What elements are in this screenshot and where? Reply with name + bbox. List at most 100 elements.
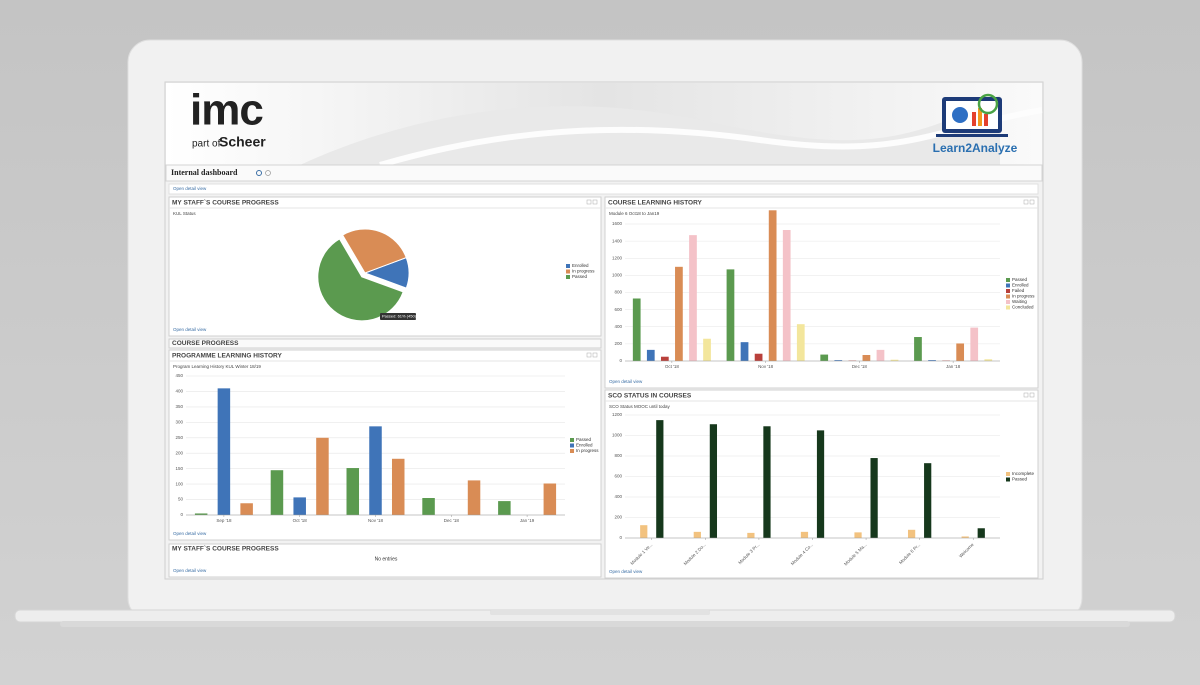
x-tick-label: Nov '18	[368, 518, 384, 523]
legend-swatch	[1006, 278, 1010, 282]
bar	[675, 266, 683, 361]
bar	[768, 210, 777, 361]
x-tick-label: Dec '18	[444, 518, 460, 523]
bar	[346, 468, 360, 515]
panel-icon[interactable]	[592, 199, 598, 205]
chart-subtitle: Program Learning History KUL Winter 18/1…	[173, 364, 261, 369]
logo-tagline: part of	[192, 139, 221, 150]
dashboard-bar	[165, 164, 1043, 182]
legend-swatch	[1006, 305, 1010, 310]
bar	[796, 324, 805, 361]
y-tick-label: 150	[175, 466, 183, 471]
x-tick-label: Jan '19	[520, 518, 535, 523]
bar	[646, 349, 655, 361]
pie-slice	[317, 238, 404, 322]
legend-label: Incomplete	[1012, 471, 1035, 476]
bar	[924, 463, 932, 538]
laptop-base-shadow	[60, 621, 1130, 627]
panel-title: SCO STATUS IN COURSES	[608, 393, 692, 400]
detail-link[interactable]: Open detail view	[173, 531, 207, 536]
bar	[316, 437, 329, 515]
bar	[194, 513, 208, 515]
y-tick-label: 100	[175, 481, 183, 486]
y-tick-label: 450	[175, 373, 183, 378]
legend-label: Passed	[576, 437, 592, 442]
panel	[168, 543, 602, 578]
chart-subtitle: Module 6 Oct18 to Jan19	[609, 211, 660, 216]
bar	[467, 480, 481, 515]
y-tick-label: 400	[614, 494, 622, 499]
bar	[876, 349, 885, 361]
bar	[820, 354, 829, 361]
y-tick-label: 200	[614, 341, 622, 346]
logo-company: Scheer	[219, 134, 266, 150]
legend-swatch	[570, 443, 574, 448]
y-tick-label: 0	[619, 358, 622, 363]
bar	[854, 532, 862, 538]
bar	[763, 426, 771, 538]
y-tick-label: 400	[175, 389, 183, 394]
legend-swatch	[1006, 294, 1010, 299]
legend-label: Failed	[1012, 288, 1025, 293]
y-tick-label: 0	[619, 535, 622, 540]
legend-label: Enrolled	[572, 263, 589, 268]
x-tick-label: Nov '18	[758, 364, 774, 369]
bar	[816, 430, 825, 538]
bar	[703, 338, 711, 361]
y-tick-label: 600	[614, 307, 622, 312]
legend-label: In progress	[1012, 294, 1035, 299]
detail-link[interactable]: Open detail view	[609, 569, 643, 574]
bar	[914, 337, 922, 361]
bar	[984, 359, 993, 361]
panel-icon[interactable]	[1023, 392, 1029, 398]
legend-swatch	[1006, 477, 1010, 482]
panel-icon[interactable]	[1023, 199, 1029, 205]
y-tick-label: 1200	[612, 412, 623, 417]
panel-icon[interactable]	[592, 352, 598, 358]
detail-link[interactable]: Open detail view	[609, 379, 643, 384]
y-tick-label: 1600	[612, 221, 623, 226]
detail-link[interactable]: Open detail view	[173, 568, 207, 573]
bar	[747, 532, 755, 538]
y-tick-label: 800	[614, 290, 622, 295]
y-tick-label: 1400	[612, 238, 623, 243]
legend-label: Passed	[572, 274, 588, 279]
bar	[754, 353, 763, 361]
top-link-bar	[168, 183, 1039, 195]
info-icon[interactable]	[265, 170, 271, 176]
detail-link[interactable]: Open detail view	[173, 186, 207, 191]
y-tick-label: 200	[614, 515, 622, 520]
panel	[168, 349, 602, 541]
y-tick-label: 600	[614, 474, 622, 479]
refresh-icon[interactable]	[256, 170, 262, 176]
legend-swatch	[566, 269, 570, 274]
y-tick-label: 0	[180, 512, 183, 517]
y-tick-label: 50	[178, 497, 184, 502]
panel-icon[interactable]	[586, 352, 592, 358]
legend-label: Passed	[1012, 477, 1028, 482]
panel-title: MY STAFF`S COURSE PROGRESS	[172, 546, 279, 553]
panel-title: COURSE PROGRESS	[172, 340, 239, 347]
tooltip-box	[380, 313, 416, 320]
bar	[961, 536, 969, 538]
legend-swatch	[1006, 300, 1010, 304]
y-tick-label: 800	[614, 453, 622, 458]
x-tick-label: Jan '18	[946, 364, 961, 369]
y-tick-label: 300	[175, 420, 183, 425]
legend-swatch	[570, 438, 574, 442]
bar	[270, 470, 284, 515]
y-tick-label: 400	[614, 324, 622, 329]
panel-icon[interactable]	[1029, 199, 1035, 205]
panel-icon[interactable]	[586, 199, 592, 205]
x-tick-label: Oct '18	[665, 364, 680, 369]
panel-title: MY STAFF`S COURSE PROGRESS	[172, 200, 279, 207]
detail-link[interactable]: Open detail view	[173, 327, 207, 332]
bar	[834, 360, 843, 361]
panel-title: PROGRAMME LEARNING HISTORY	[172, 353, 282, 360]
legend-label: Concluded	[1012, 305, 1034, 310]
tooltip: Passed: 61% (450)	[382, 314, 417, 319]
legend-swatch	[566, 264, 570, 268]
y-tick-label: 1200	[612, 255, 623, 260]
panel-icon[interactable]	[1029, 392, 1035, 398]
